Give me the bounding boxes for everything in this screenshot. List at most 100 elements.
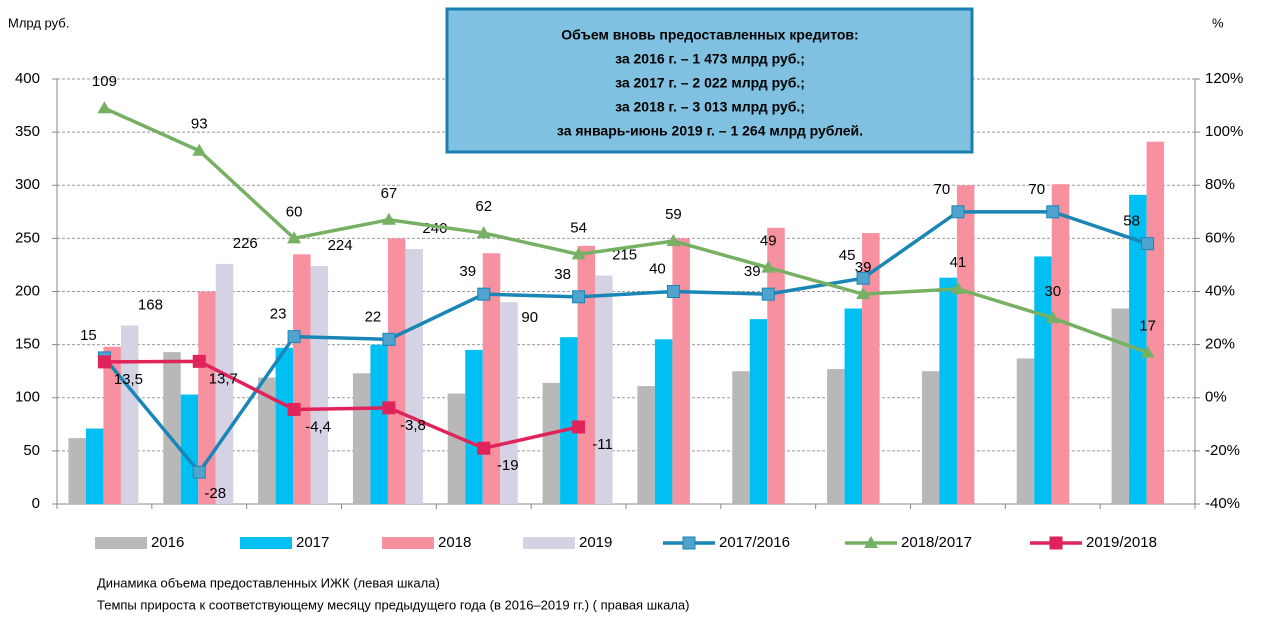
line-label: 70	[1028, 181, 1045, 198]
bar	[1051, 184, 1070, 504]
bar	[198, 291, 216, 504]
bar-label: 224	[328, 237, 353, 254]
info-box: Объем вновь предоставленных кредитов: за …	[445, 7, 974, 154]
legend-swatch	[382, 537, 434, 549]
y-tick-label: 50	[23, 442, 40, 459]
y-axis-label: Млрд руб.	[8, 15, 69, 30]
legend-marker	[682, 536, 696, 550]
line-label: 70	[934, 181, 951, 198]
bar	[180, 394, 199, 504]
note: Темпы прироста к соответствующему месяцу…	[97, 597, 690, 612]
bar	[672, 238, 690, 504]
marker	[666, 285, 680, 298]
legend-label: 2019/2018	[1086, 534, 1157, 551]
line-label: 49	[760, 233, 777, 250]
marker	[476, 226, 491, 239]
info-box-line: Объем вновь предоставленных кредитов:	[561, 27, 858, 43]
bar-label: 168	[138, 296, 163, 313]
legend-label: 2016	[151, 534, 184, 551]
marker	[477, 441, 491, 455]
marker	[856, 287, 871, 300]
marker	[382, 401, 396, 415]
legend-label: 2018/2017	[901, 534, 972, 551]
bar	[939, 277, 957, 504]
bar	[68, 438, 86, 504]
bar	[1034, 256, 1052, 504]
y-tick-label: 250	[15, 229, 40, 246]
marker	[192, 465, 206, 479]
bar	[405, 249, 423, 504]
y2-tick-label: 40%	[1205, 282, 1235, 299]
bar	[749, 319, 768, 504]
marker	[571, 247, 586, 260]
marker	[192, 143, 207, 156]
marker	[1046, 205, 1060, 219]
y-tick-label: 300	[15, 176, 40, 193]
marker	[950, 281, 965, 294]
y2-tick-label: 20%	[1205, 336, 1235, 353]
y2-tick-label: 100%	[1205, 123, 1243, 140]
legend-swatch	[523, 537, 575, 549]
y2-tick-label: 60%	[1205, 229, 1235, 246]
y-tick-label: 150	[15, 336, 40, 353]
bar	[827, 369, 845, 504]
line-label: 109	[92, 73, 117, 90]
bar	[862, 233, 880, 504]
legend-label: 2017	[296, 534, 329, 551]
bar	[921, 371, 940, 504]
legend-swatch	[95, 537, 147, 549]
line-label: 54	[570, 219, 587, 236]
bar	[465, 349, 483, 504]
bar	[293, 254, 311, 504]
line-label: 58	[1123, 213, 1140, 230]
legend-label: 2019	[579, 534, 612, 551]
line-label: 22	[365, 308, 382, 325]
line-label: 13,5	[114, 371, 143, 388]
bar	[956, 185, 975, 504]
line-label: -4,4	[305, 418, 331, 435]
bar	[637, 386, 655, 504]
bar	[103, 346, 121, 504]
marker	[572, 420, 586, 434]
y2-tick-label: -40%	[1205, 495, 1240, 512]
y-tick-label: 400	[15, 70, 40, 87]
y2-tick-label: -20%	[1205, 442, 1240, 459]
bar	[1111, 308, 1130, 504]
line-label: 41	[950, 254, 967, 271]
legend-label: 2017/2016	[719, 534, 790, 551]
line-label: 93	[191, 116, 208, 133]
bar	[577, 245, 596, 504]
bar	[732, 371, 750, 504]
info-box-line: за январь-июнь 2019 г. – 1 264 млрд рубл…	[557, 123, 863, 139]
bar	[595, 275, 613, 504]
marker	[477, 287, 491, 301]
line-label: 45	[839, 247, 856, 264]
y2-tick-label: 80%	[1205, 176, 1235, 193]
line-label: 13,7	[209, 370, 238, 387]
y-tick-label: 0	[32, 495, 40, 512]
marker	[761, 260, 776, 273]
line-label: -3,8	[400, 417, 426, 434]
info-box-line: за 2017 г. – 2 022 млрд руб.;	[615, 75, 805, 91]
marker	[761, 287, 775, 301]
marker	[97, 101, 112, 114]
marker	[287, 402, 301, 416]
legend-marker	[864, 536, 878, 548]
line	[104, 359, 579, 451]
info-box-line: за 2016 г. – 1 473 млрд руб.;	[615, 51, 805, 67]
line-label: 30	[1044, 283, 1061, 300]
marker	[287, 231, 302, 244]
y-tick-label: 350	[15, 123, 40, 140]
line-label: -11	[592, 436, 613, 453]
marker	[666, 234, 681, 247]
info-box-frame	[445, 7, 974, 154]
line	[103, 106, 1149, 355]
y2-tick-label: 120%	[1205, 70, 1243, 87]
bar-label: 226	[233, 235, 258, 252]
legend-swatch	[240, 537, 292, 549]
bar	[1146, 141, 1165, 504]
marker	[381, 212, 396, 225]
line-label: 39	[744, 263, 761, 280]
line-label: 23	[270, 306, 287, 323]
